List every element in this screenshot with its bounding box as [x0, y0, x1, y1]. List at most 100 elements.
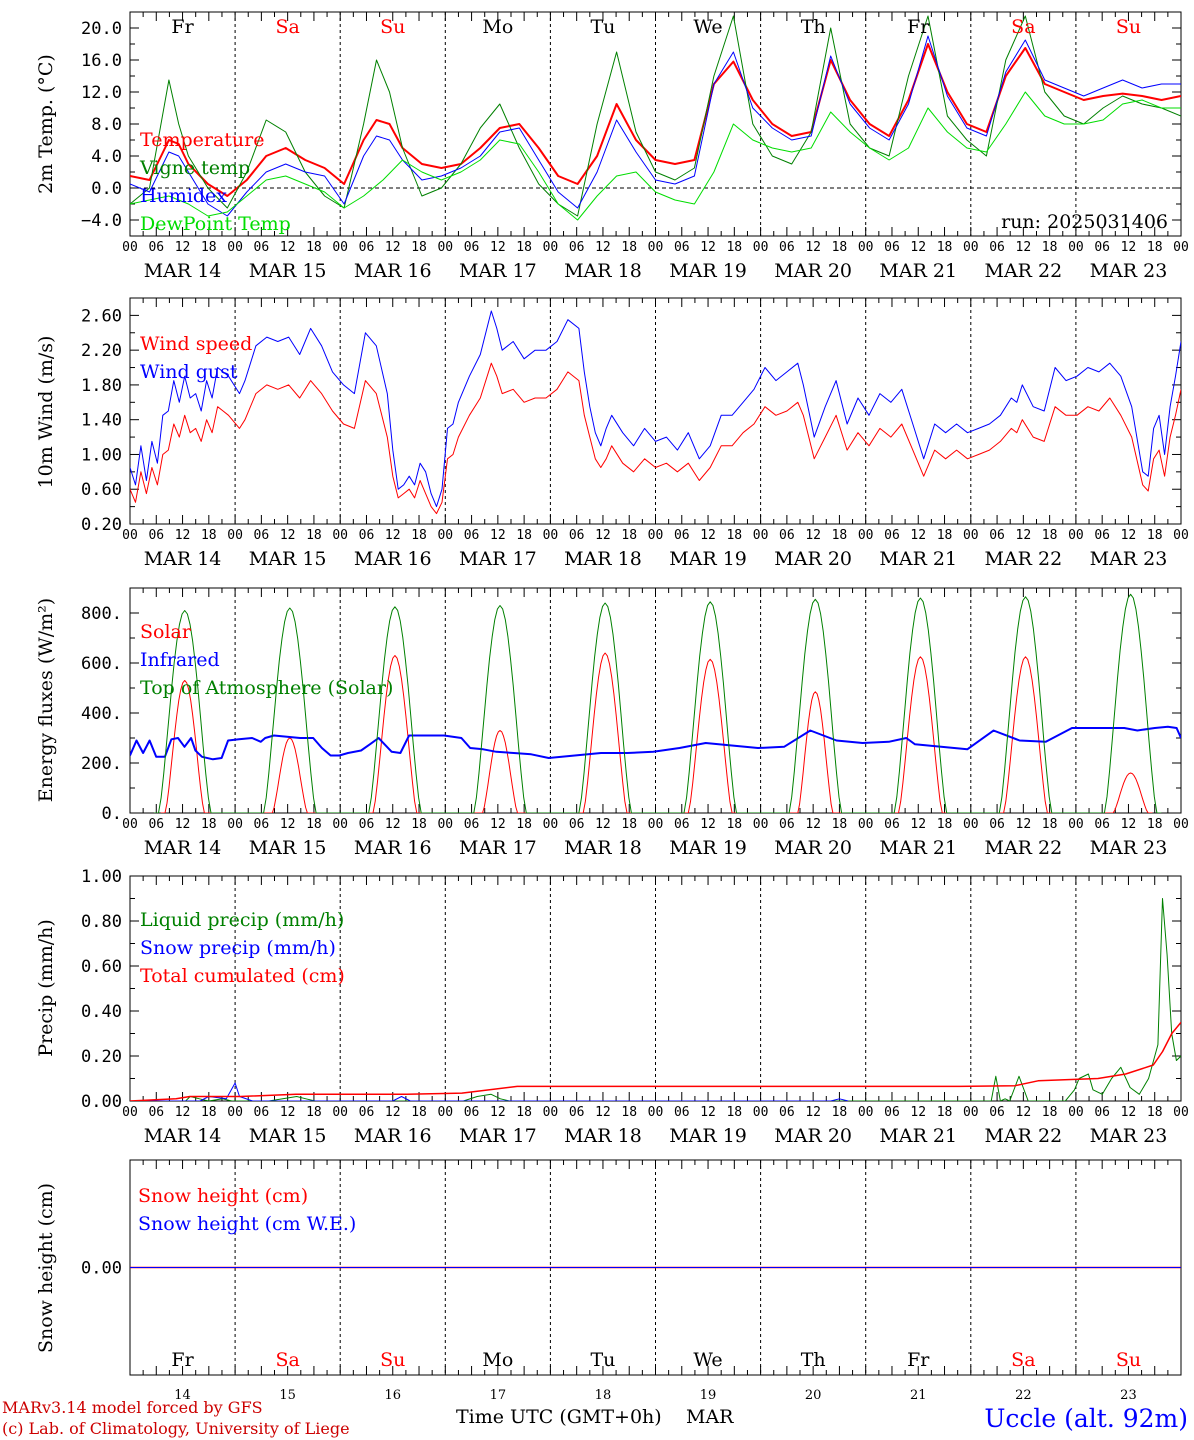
lab-credit: (c) Lab. of Climatology, University of L…: [2, 1419, 350, 1438]
hour-tick-label: 12: [385, 1105, 401, 1120]
series-humidex: [130, 35, 1181, 217]
day-name-bottom: We: [693, 1349, 722, 1371]
date-label: MAR 21: [879, 837, 957, 859]
day-names: Fr Fr 14 Sa Sa 15 Su Su 16 Mo Mo 17 Tu Tu 18 We We 19 Th Th…: [171, 16, 1141, 1403]
hour-tick-label: 12: [700, 528, 716, 543]
hour-tick-label: 06: [359, 528, 375, 543]
hour-tick-label: 12: [175, 1105, 191, 1120]
y-tick-label: 2.20: [81, 341, 122, 361]
hour-tick-label: 06: [989, 1105, 1005, 1120]
hour-tick-label: 00: [1173, 817, 1189, 832]
hour-tick-label: 00: [753, 817, 769, 832]
hour-tick-label: 00: [1068, 1105, 1084, 1120]
date-label: MAR 19: [669, 837, 747, 859]
day-number: 18: [595, 1388, 612, 1403]
hour-tick-label: 12: [805, 240, 821, 255]
day-name-top: Th: [801, 16, 826, 38]
day-name-top: Fr: [171, 16, 194, 38]
y-tick-label: 0.00: [81, 1259, 122, 1279]
hour-tick-label: 00: [1068, 817, 1084, 832]
hour-tick-label: 00: [437, 817, 453, 832]
date-label: MAR 18: [564, 1125, 642, 1147]
date-label: MAR 15: [249, 548, 327, 570]
y-tick-label: 0.40: [81, 1002, 122, 1022]
y-tick-label: 12.0: [81, 83, 122, 103]
hour-tick-label: 06: [464, 528, 480, 543]
hour-tick-label: 00: [332, 240, 348, 255]
day-name-top: Fr: [907, 16, 930, 38]
hour-tick-label: 06: [884, 1105, 900, 1120]
hour-tick-label: 00: [753, 240, 769, 255]
hour-tick-label: 18: [1147, 240, 1163, 255]
legend-entry: Infrared: [140, 649, 220, 671]
hour-tick-label: 00: [332, 817, 348, 832]
day-name-bottom: Su: [1116, 1349, 1141, 1371]
day-name-top: Su: [380, 16, 405, 38]
hour-tick-label: 06: [254, 240, 270, 255]
y-tick-label: 20.0: [81, 19, 122, 39]
y-tick-label: 2.60: [81, 306, 122, 326]
hour-tick-label: 00: [1173, 240, 1189, 255]
hour-tick-label: 18: [306, 528, 322, 543]
date-label: MAR 17: [459, 548, 537, 570]
y-axis-label: 10m Wind (m/s): [35, 336, 57, 489]
hour-tick-label: 00: [648, 528, 664, 543]
date-label: MAR 16: [354, 548, 432, 570]
date-label: MAR 16: [354, 837, 432, 859]
day-number: 21: [910, 1388, 927, 1403]
hour-tick-label: 00: [437, 528, 453, 543]
panel-frame: [129, 11, 1182, 237]
hour-tick-label: 06: [569, 240, 585, 255]
plot-area: [130, 310, 1181, 515]
date-label: MAR 21: [879, 1125, 957, 1147]
hour-tick-label: 06: [779, 1105, 795, 1120]
date-label: MAR 15: [249, 260, 327, 282]
hour-tick-label: 06: [779, 817, 795, 832]
hour-tick-label: 12: [1016, 817, 1032, 832]
hour-tick-label: 06: [569, 1105, 585, 1120]
hour-tick-label: 18: [621, 528, 637, 543]
day-name-bottom: Tu: [590, 1349, 615, 1371]
hour-tick-label: 06: [148, 1105, 164, 1120]
hour-tick-label: 12: [595, 817, 611, 832]
plot-area: [130, 898, 1181, 1101]
date-label: MAR 16: [354, 1125, 432, 1147]
hour-tick-label: 06: [1094, 240, 1110, 255]
y-tick-label: 8.0: [91, 115, 122, 135]
date-label: MAR 19: [669, 1125, 747, 1147]
hour-tick-label: 18: [411, 240, 427, 255]
hour-tick-label: 00: [753, 1105, 769, 1120]
hour-tick-label: 18: [726, 1105, 742, 1120]
legend-entry: Liquid precip (mm/h): [140, 909, 344, 931]
date-label: MAR 22: [984, 1125, 1062, 1147]
plot-area: [130, 593, 1181, 813]
hour-tick-label: 18: [937, 528, 953, 543]
y-tick-label: 200.: [81, 754, 122, 774]
hour-tick-label: 06: [884, 817, 900, 832]
date-label: MAR 20: [774, 1125, 852, 1147]
y-tick-label: 1.00: [81, 867, 122, 887]
date-label: MAR 23: [1090, 260, 1168, 282]
hour-tick-label: 00: [1068, 528, 1084, 543]
hour-tick-label: 18: [201, 528, 217, 543]
series-liquid-precip-mm-h: [130, 898, 1181, 1101]
hour-tick-label: 12: [805, 817, 821, 832]
hour-tick-label: 18: [937, 817, 953, 832]
hour-tick-label: 12: [805, 528, 821, 543]
panel-frame: [129, 587, 1182, 814]
hour-tick-label: 00: [753, 528, 769, 543]
hour-tick-label: 18: [832, 1105, 848, 1120]
hour-tick-label: 06: [464, 240, 480, 255]
panel-3: 0. 200. 400. 600. 800. Energy fluxes (W/m²) So…: [35, 587, 1189, 859]
hour-tick-label: 00: [1173, 528, 1189, 543]
hour-tick-label: 18: [1147, 528, 1163, 543]
hour-tick-label: 00: [227, 1105, 243, 1120]
hour-tick-label: 12: [910, 528, 926, 543]
y-tick-label: 0.: [102, 804, 122, 824]
date-label: MAR 20: [774, 548, 852, 570]
hour-tick-label: 12: [490, 528, 506, 543]
date-label: MAR 17: [459, 260, 537, 282]
hour-tick-label: 00: [122, 528, 138, 543]
date-label: MAR 17: [459, 1125, 537, 1147]
